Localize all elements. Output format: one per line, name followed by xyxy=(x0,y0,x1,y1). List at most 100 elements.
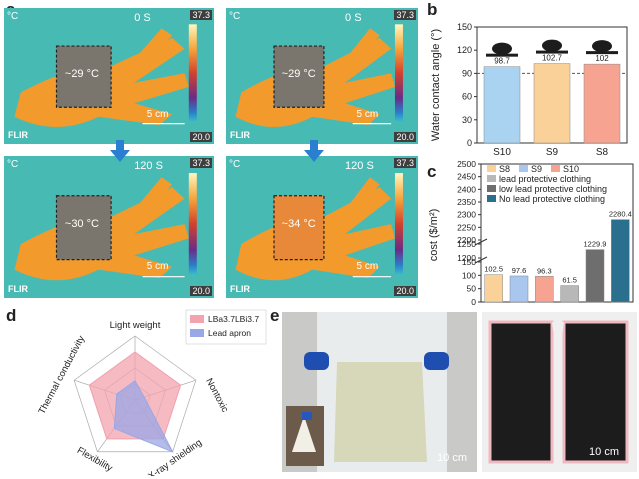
bar xyxy=(484,274,503,303)
bar xyxy=(509,275,529,303)
legend-label: LBa3.7LBi3.7 xyxy=(208,314,259,324)
y-tick-label: 0 xyxy=(471,297,476,306)
thermal-image: °C 120 S 37.3 20.0 FLIR 5 cm ~30 °C xyxy=(4,156,214,298)
flir-logo: FLIR xyxy=(230,130,250,140)
y-tick-label: 1250 xyxy=(457,239,476,249)
y-tick-label: 90 xyxy=(462,68,472,78)
legend-label: S10 xyxy=(563,164,579,174)
droplet-base-icon xyxy=(586,51,618,55)
legend-swatch xyxy=(551,165,560,172)
bar xyxy=(533,63,571,144)
legend-swatch xyxy=(487,175,496,182)
y-tick-label: 2250 xyxy=(457,222,476,232)
contact-angle-chart: 0 30 60 90 120 150 Water contact angle (°) 98.7… xyxy=(430,22,628,158)
bar xyxy=(583,63,621,144)
flir-logo: FLIR xyxy=(8,130,28,140)
thermal-image: °C 0 S 37.3 20.0 FLIR 5 cm ~29 °C xyxy=(4,8,214,144)
temperature-reading: ~29 °C xyxy=(64,67,99,80)
panel-label-c: c xyxy=(427,162,437,181)
bar-value-label: 102.5 xyxy=(484,265,503,274)
droplet-base-icon xyxy=(536,50,568,54)
temperature-reading: ~30 °C xyxy=(64,218,99,231)
y-tick-label: 150 xyxy=(462,257,476,267)
legend-swatch xyxy=(190,315,204,323)
legend-label: S8 xyxy=(499,164,510,174)
bar-value-label: 96.3 xyxy=(537,266,552,275)
axis-break-mark xyxy=(474,238,488,246)
scale-bar-left: 10 cm xyxy=(437,452,467,464)
bar-value-label: 98.7 xyxy=(494,57,510,66)
radar-grid xyxy=(73,335,197,453)
legend-swatch xyxy=(487,165,496,172)
temperature-unit: °C xyxy=(229,159,241,170)
legend-swatch xyxy=(190,329,204,337)
colorbar-max: 37.3 xyxy=(394,158,416,168)
y-tick-label: 2400 xyxy=(457,184,476,194)
y-tick-label: 0 xyxy=(467,138,472,148)
y-tick-label: 120 xyxy=(457,45,472,55)
bar xyxy=(535,276,554,303)
y-axis-label: Water contact angle (°) xyxy=(430,29,442,141)
y-tick-label: 150 xyxy=(457,22,472,32)
y-tick-label: 2200 xyxy=(457,235,476,245)
coated-fabric-photo: 10 cm xyxy=(282,312,477,472)
radar-series xyxy=(113,380,174,453)
scale-bar: 5 cm xyxy=(146,261,169,273)
flir-logo: FLIR xyxy=(230,284,250,294)
bar-value-label: 97.6 xyxy=(512,266,527,275)
radar-axis-label: Thermal conductivity xyxy=(37,334,88,416)
flir-logo: FLIR xyxy=(8,284,28,294)
scale-bar-right: 10 cm xyxy=(589,446,619,458)
y-tick-label: 60 xyxy=(462,92,472,102)
y-tick-label: 1200 xyxy=(457,253,476,263)
y-axis-label: cost ($/m²) xyxy=(428,209,440,262)
axis-break-mark xyxy=(474,256,488,264)
time-label: 0 S xyxy=(345,12,362,24)
panel-label-b: b xyxy=(427,0,438,19)
scale-bar: 5 cm xyxy=(356,261,379,273)
colorbar-max: 37.3 xyxy=(190,10,212,20)
temperature-unit: °C xyxy=(229,11,241,22)
temperature-unit: °C xyxy=(7,159,19,170)
legend-label: Lead apron xyxy=(208,328,251,338)
droplet-base-icon xyxy=(486,53,518,57)
temperature-reading: ~29 °C xyxy=(281,67,316,80)
legend-swatch xyxy=(487,195,496,202)
time-label: 120 S xyxy=(345,160,374,172)
x-tick-label: S10 xyxy=(493,147,511,158)
thermal-image: °C 0 S 37.3 20.0 FLIR 5 cm ~29 °C xyxy=(226,8,418,144)
bar xyxy=(611,219,630,303)
radar-axis-label: Nontoxic xyxy=(203,376,230,414)
bar-value-label: 102 xyxy=(595,54,609,63)
legend-label: No lead protective clothing xyxy=(499,194,605,204)
y-tick-label: 2500 xyxy=(457,160,476,169)
y-tick-label: 50 xyxy=(467,284,477,294)
bar-value-label: 102.7 xyxy=(542,54,563,63)
time-label: 120 S xyxy=(134,160,163,172)
legend-label: lead protective clothing xyxy=(499,174,591,184)
temperature-unit: °C xyxy=(7,11,19,22)
temperature-reading: ~34 °C xyxy=(281,218,316,231)
bar xyxy=(483,66,521,144)
scale-bar: 5 cm xyxy=(356,108,379,120)
bar-value-label: 61.5 xyxy=(562,276,577,285)
legend-swatch xyxy=(519,165,528,172)
bar-value-label: 2280.4 xyxy=(609,210,632,219)
colorbar-min: 20.0 xyxy=(394,286,416,296)
droplet-icon xyxy=(542,39,562,52)
droplet-icon xyxy=(592,40,612,53)
radar-axis-label: Light weight xyxy=(110,320,161,331)
panel-label-d: d xyxy=(6,306,17,325)
x-tick-label: S9 xyxy=(546,147,559,158)
down-arrow-icon xyxy=(110,140,130,162)
y-tick-label: 100 xyxy=(462,270,476,280)
scale-bar: 5 cm xyxy=(146,108,169,120)
droplet-icon xyxy=(492,42,512,55)
y-tick-label: 2450 xyxy=(457,172,476,182)
colorbar-min: 20.0 xyxy=(190,132,212,142)
x-tick-label: S8 xyxy=(596,147,609,158)
colorbar-min: 20.0 xyxy=(190,286,212,296)
colorbar-max: 37.3 xyxy=(190,158,212,168)
